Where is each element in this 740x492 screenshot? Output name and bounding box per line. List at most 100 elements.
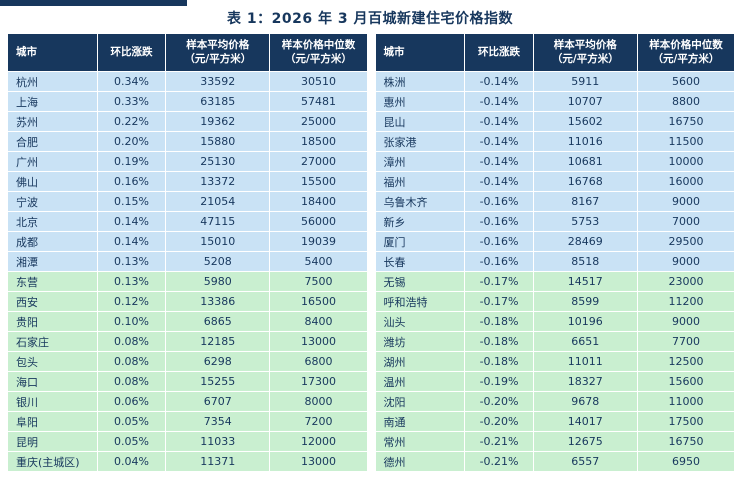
city-cell: 合肥 (7, 131, 98, 152)
avg-price-cell: 15880 (165, 131, 271, 152)
table-row: 乌鲁木齐 -0.16% 8167 9000 (374, 191, 736, 212)
change-cell: -0.21% (464, 451, 534, 472)
avg-price-cell: 12185 (165, 331, 271, 352)
avg-price-cell: 10707 (532, 91, 638, 112)
change-column-header: 环比涨跌 (464, 33, 534, 72)
change-cell: -0.14% (464, 71, 534, 92)
change-cell: 0.33% (96, 91, 167, 112)
city-cell: 厦门 (374, 231, 466, 252)
avg-price-cell: 11033 (165, 431, 271, 452)
median-price-cell: 57481 (269, 91, 368, 112)
change-column-header: 环比涨跌 (96, 33, 167, 72)
change-cell: -0.20% (464, 391, 534, 412)
city-cell: 广州 (7, 151, 98, 172)
city-cell: 贵阳 (7, 311, 98, 332)
city-cell: 银川 (7, 391, 98, 412)
change-cell: 0.22% (96, 111, 167, 132)
change-cell: -0.19% (464, 371, 534, 392)
table-row: 呼和浩特 -0.17% 8599 11200 (374, 291, 736, 312)
avg-price-cell: 8518 (532, 251, 638, 272)
city-cell: 成都 (7, 231, 98, 252)
city-cell: 苏州 (7, 111, 98, 132)
table-row: 株洲 -0.14% 5911 5600 (374, 71, 736, 92)
city-cell: 杭州 (7, 71, 98, 92)
change-cell: -0.14% (464, 91, 534, 112)
table-row: 苏州 0.22% 19362 25000 (7, 111, 368, 132)
table-row: 石家庄 0.08% 12185 13000 (7, 331, 368, 352)
table-row: 银川 0.06% 6707 8000 (7, 391, 368, 412)
avg-price-cell: 18327 (532, 371, 638, 392)
city-cell: 潍坊 (374, 331, 466, 352)
median-price-cell: 16500 (269, 291, 368, 312)
table-row: 北京 0.14% 47115 56000 (7, 211, 368, 232)
table-row: 贵阳 0.10% 6865 8400 (7, 311, 368, 332)
city-cell: 常州 (374, 431, 466, 452)
table-row: 湘潭 0.13% 5208 5400 (7, 251, 368, 272)
change-cell: 0.12% (96, 291, 167, 312)
city-cell: 德州 (374, 451, 466, 472)
avg-price-cell: 11016 (532, 131, 638, 152)
city-cell: 海口 (7, 371, 98, 392)
median-price-cell: 7000 (636, 211, 736, 232)
avg-price-cell: 10681 (532, 151, 638, 172)
median-price-cell: 23000 (636, 271, 736, 292)
change-cell: -0.18% (464, 351, 534, 372)
table-row: 湖州 -0.18% 11011 12500 (374, 351, 736, 372)
change-cell: -0.21% (464, 431, 534, 452)
avg-price-cell: 5753 (532, 211, 638, 232)
table-row: 德州 -0.21% 6557 6950 (374, 451, 736, 472)
change-cell: 0.14% (96, 231, 167, 252)
city-cell: 惠州 (374, 91, 466, 112)
avg-price-cell: 47115 (165, 211, 271, 232)
median-price-cell: 6950 (636, 451, 736, 472)
median-price-cell: 30510 (269, 71, 368, 92)
avg-price-cell: 7354 (165, 411, 271, 432)
city-cell: 阜阳 (7, 411, 98, 432)
avg-price-cell: 28469 (532, 231, 638, 252)
city-column-header: 城市 (374, 33, 466, 72)
median-price-cell: 5600 (636, 71, 736, 92)
table-row: 常州 -0.21% 12675 16750 (374, 431, 736, 452)
avg-price-cell: 10196 (532, 311, 638, 332)
table-row: 东营 0.13% 5980 7500 (7, 271, 368, 292)
avg-price-cell: 6557 (532, 451, 638, 472)
table-row: 南通 -0.20% 14017 17500 (374, 411, 736, 432)
median-price-cell: 11500 (636, 131, 736, 152)
avg-price-cell: 14517 (532, 271, 638, 292)
table-row: 阜阳 0.05% 7354 7200 (7, 411, 368, 432)
avg-price-cell: 5980 (165, 271, 271, 292)
table-row: 长春 -0.16% 8518 9000 (374, 251, 736, 272)
table-row: 新乡 -0.16% 5753 7000 (374, 211, 736, 232)
table-row: 惠州 -0.14% 10707 8800 (374, 91, 736, 112)
city-cell: 长春 (374, 251, 466, 272)
change-cell: 0.20% (96, 131, 167, 152)
median-price-cell: 8000 (269, 391, 368, 412)
avg-price-cell: 6298 (165, 351, 271, 372)
avg-price-cell: 6651 (532, 331, 638, 352)
median-price-cell: 13000 (269, 331, 368, 352)
header-row: 城市 环比涨跌 样本平均价格 （元/平方米） 样本价格中位数 （元/平方米） (374, 33, 736, 72)
median-price-cell: 18500 (269, 131, 368, 152)
city-cell: 温州 (374, 371, 466, 392)
table-row: 潍坊 -0.18% 6651 7700 (374, 331, 736, 352)
median-price-cell: 15500 (269, 171, 368, 192)
city-column-header: 城市 (7, 33, 98, 72)
median-price-cell: 8400 (269, 311, 368, 332)
median-price-cell: 16750 (636, 431, 736, 452)
table-row: 张家港 -0.14% 11016 11500 (374, 131, 736, 152)
avg-price-cell: 16768 (532, 171, 638, 192)
change-cell: -0.16% (464, 251, 534, 272)
avg-price-cell: 11371 (165, 451, 271, 472)
city-cell: 漳州 (374, 151, 466, 172)
avg-price-cell: 15255 (165, 371, 271, 392)
table-row: 包头 0.08% 6298 6800 (7, 351, 368, 372)
change-cell: -0.17% (464, 291, 534, 312)
table-row: 福州 -0.14% 16768 16000 (374, 171, 736, 192)
median-price-cell: 7500 (269, 271, 368, 292)
median-price-cell: 18400 (269, 191, 368, 212)
median-price-cell: 16000 (636, 171, 736, 192)
change-cell: -0.18% (464, 331, 534, 352)
table-row: 西安 0.12% 13386 16500 (7, 291, 368, 312)
change-cell: -0.16% (464, 211, 534, 232)
